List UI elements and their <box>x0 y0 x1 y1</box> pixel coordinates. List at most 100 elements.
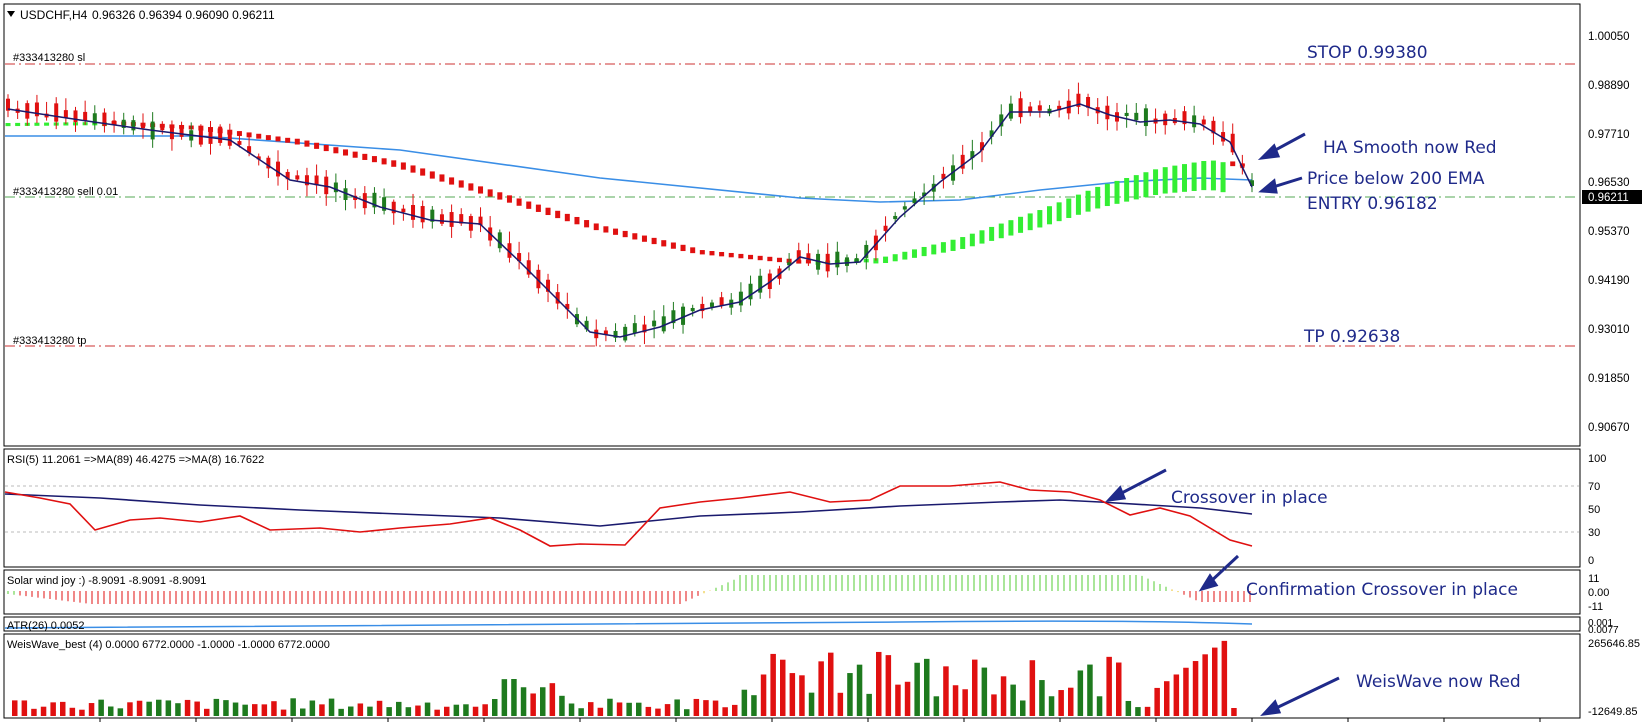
candle-body <box>218 126 223 143</box>
candle-body <box>748 283 753 300</box>
main-price-panel[interactable] <box>3 3 1581 447</box>
ha-smooth-block <box>1143 172 1149 198</box>
price-tick-4: 0.95370 <box>1588 226 1630 238</box>
current-price-marker <box>1582 190 1642 204</box>
weiswave-bar <box>645 706 652 716</box>
candle-body <box>295 175 300 180</box>
symbol-dropdown-icon[interactable] <box>7 11 15 17</box>
candle-body <box>208 129 213 144</box>
rsi-ma89-line <box>4 493 1253 527</box>
candle-body <box>883 225 888 231</box>
weiswave-bar <box>597 707 604 716</box>
price-tick-1: 0.98890 <box>1588 80 1630 92</box>
ha-smooth-block <box>34 122 40 126</box>
weiswave-bar <box>1106 656 1112 716</box>
weiswave-bar <box>741 689 748 716</box>
weiswave-bar <box>156 699 162 716</box>
candle-body <box>247 146 252 153</box>
ha-smooth-block <box>478 186 484 194</box>
ha-smooth-block <box>998 223 1004 239</box>
ha-smooth-block <box>902 251 908 260</box>
candle-body <box>1163 113 1168 126</box>
solar-wind-panel[interactable] <box>3 569 1581 615</box>
candle-body <box>276 161 281 177</box>
candle-body <box>864 244 869 258</box>
ha-smooth-block <box>420 168 426 176</box>
weiswave-bar <box>837 692 844 716</box>
candle-body <box>63 110 68 118</box>
candle-body <box>642 324 647 333</box>
weiswave-bar <box>98 699 104 716</box>
weiswave-bar <box>453 704 460 716</box>
candle-body <box>979 142 984 151</box>
candle-body <box>989 130 994 137</box>
ha-smooth-block <box>246 132 252 138</box>
candle-body <box>343 188 348 201</box>
weiswave-bar <box>357 703 364 716</box>
ha-smooth-block <box>294 138 300 145</box>
weiswave-bar <box>319 704 325 716</box>
weiswave-bar <box>885 655 892 716</box>
candle-body <box>507 243 512 258</box>
price-tick-3: 0.96530 <box>1588 177 1630 189</box>
candle-body <box>324 176 329 195</box>
rsi-tick-0: 0 <box>1588 555 1594 567</box>
ha-smooth-block <box>613 228 619 235</box>
weiswave-bar <box>501 679 508 716</box>
ha-smooth-block <box>883 256 889 264</box>
weiswave-bar <box>204 708 210 716</box>
weiswave-bar <box>847 673 853 716</box>
price-below-annotation: Price below 200 EMA <box>1307 169 1485 189</box>
price-axis: 1.00050 0.98890 0.97710 0.96530 0.95370 … <box>1588 31 1630 434</box>
ha-smooth-block <box>333 147 339 154</box>
ha-smooth-block <box>1046 206 1052 225</box>
ohlc-values: 0.96326 0.96394 0.96090 0.96211 <box>92 8 275 22</box>
weiswave-bar <box>607 698 613 716</box>
candle-body <box>700 303 705 312</box>
ha-smooth-block <box>1085 190 1091 212</box>
rsi-lines-group <box>4 481 1253 547</box>
candle-body <box>902 206 907 210</box>
weiswave-bar <box>175 703 181 716</box>
candle-body <box>179 128 184 137</box>
rsi-tick-70: 70 <box>1588 481 1600 493</box>
candle-body <box>1124 112 1129 116</box>
candle-body <box>54 103 59 122</box>
candle-body <box>806 253 811 264</box>
atr-panel[interactable] <box>3 616 1581 632</box>
tp-annotation: TP 0.92638 <box>1304 327 1401 347</box>
ha-smooth-block <box>873 258 879 264</box>
ha-smooth-block <box>709 251 715 256</box>
entry-order-label: #333413280 sell 0.01 <box>13 186 118 198</box>
weiswave-bar <box>309 700 316 716</box>
ha-smooth-block <box>1201 160 1207 191</box>
weiswave-bar <box>1048 696 1055 716</box>
ha-smooth-block <box>256 133 262 139</box>
weiswave-bar <box>472 706 479 716</box>
weiswave-bar <box>1125 700 1132 716</box>
weiswave-bar <box>904 681 911 716</box>
weiswave-bar <box>972 659 978 716</box>
arrow-weiswave-head <box>1260 699 1282 717</box>
candle-body <box>999 114 1004 127</box>
weiswave-bar <box>876 651 882 716</box>
weiswave-bar <box>146 701 152 716</box>
candle-body <box>1057 105 1062 111</box>
ha-smooth-block <box>343 149 349 156</box>
candle-body <box>83 111 88 121</box>
ha-smooth-block <box>275 136 281 142</box>
candle-body <box>1182 111 1187 125</box>
weiswave-bar <box>856 664 863 716</box>
rsi-panel[interactable] <box>3 448 1581 568</box>
weiswave-bar <box>242 704 248 716</box>
weiswave-bar <box>540 687 546 716</box>
atr-tick-bottom: 0.0077 <box>1588 625 1619 636</box>
weiswave-bar <box>79 709 85 716</box>
candle-body <box>536 269 541 289</box>
price-tick-7: 0.91850 <box>1588 373 1630 385</box>
ha-smooth-block <box>1210 160 1216 191</box>
weiswave-bar <box>405 707 412 716</box>
weiswave-bar <box>69 707 76 716</box>
arrow-price-below-head <box>1258 178 1278 194</box>
